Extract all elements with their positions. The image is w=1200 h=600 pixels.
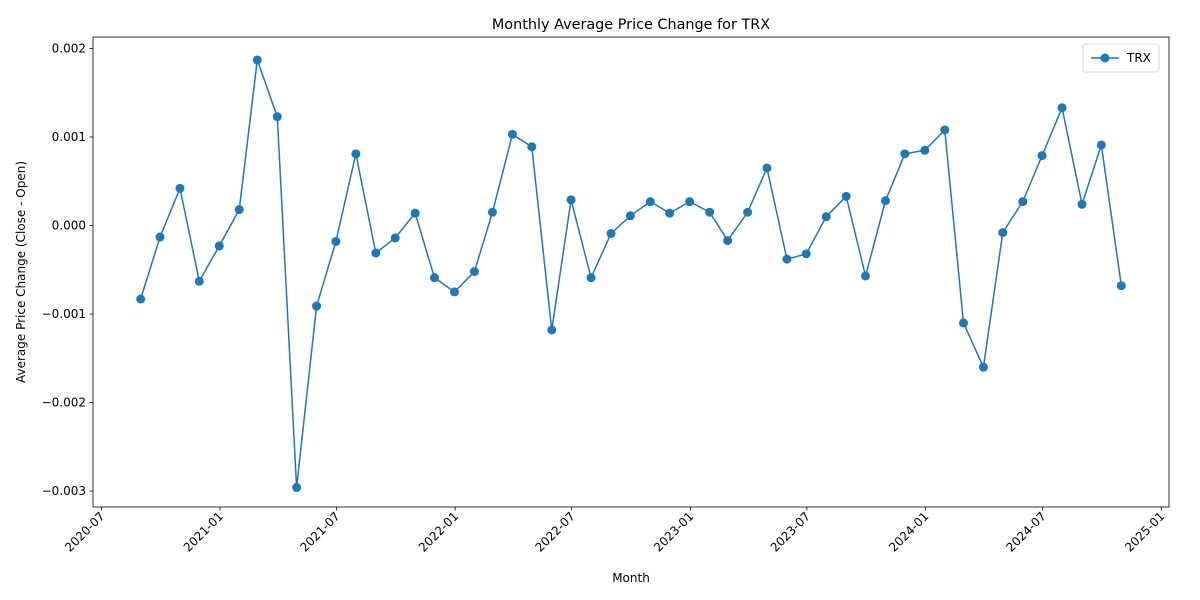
data-point: [861, 271, 871, 281]
data-point: [625, 211, 635, 221]
data-point: [487, 207, 497, 217]
data-point: [390, 233, 400, 243]
x-tick-label: 2020-07: [62, 509, 107, 554]
data-point: [645, 197, 655, 207]
x-tick-label: 2021-01: [181, 509, 226, 554]
data-point: [194, 276, 204, 286]
plot-frame: [92, 36, 1170, 508]
data-point: [940, 125, 950, 135]
data-point: [665, 208, 675, 218]
data-point: [685, 197, 695, 207]
data-point: [234, 205, 244, 215]
data-point: [449, 287, 459, 297]
data-point: [841, 191, 851, 201]
data-point: [252, 55, 262, 65]
data-point: [527, 142, 537, 152]
data-point: [351, 149, 361, 159]
data-point: [410, 208, 420, 218]
x-tick-label: 2025-01: [1122, 509, 1167, 554]
data-point: [272, 112, 282, 122]
legend-label: TRX: [1126, 51, 1151, 65]
data-point: [606, 228, 616, 238]
y-tick-label: 0.001: [52, 130, 86, 144]
data-point: [1057, 103, 1067, 113]
y-tick-label: 0.002: [52, 42, 86, 56]
data-point: [155, 232, 165, 242]
data-point: [743, 207, 753, 217]
legend: TRX: [1082, 43, 1160, 73]
y-axis: −0.003 −0.002 −0.001 0.000 0.001 0.002: [42, 42, 93, 498]
data-point: [1116, 281, 1126, 291]
chart-title: Monthly Average Price Change for TRX: [492, 17, 770, 33]
data-point: [292, 483, 302, 493]
data-point: [214, 241, 224, 251]
y-axis-title: Average Price Change (Close - Open): [14, 161, 28, 383]
data-point: [429, 273, 439, 283]
x-axis: 2020-07 2021-01 2021-07 2022-01 2022-07 2023-…: [62, 507, 1167, 555]
data-point: [371, 248, 381, 258]
x-tick-label: 2024-01: [886, 509, 931, 554]
data-point: [705, 207, 715, 217]
y-tick-label: −0.001: [42, 307, 86, 321]
data-point: [469, 267, 479, 277]
data-point: [1037, 151, 1047, 161]
x-tick-label: 2023-07: [768, 509, 813, 554]
data-point: [958, 318, 968, 328]
data-point: [1018, 197, 1028, 207]
x-tick-label: 2023-01: [651, 509, 696, 554]
data-point: [566, 195, 576, 205]
x-axis-title: Month: [612, 571, 650, 585]
data-point: [175, 183, 185, 193]
series-line-trx: [139, 59, 1123, 489]
data-point: [1096, 140, 1106, 150]
data-point: [801, 249, 811, 259]
legend-marker: [1100, 53, 1110, 63]
plot-area: [92, 36, 1170, 508]
legend-box: [1082, 43, 1160, 73]
data-point: [998, 228, 1008, 238]
data-point: [586, 273, 596, 283]
data-point: [331, 236, 341, 246]
data-point: [821, 212, 831, 222]
y-tick-label: −0.002: [42, 396, 86, 410]
data-point: [900, 149, 910, 159]
data-point: [723, 236, 733, 246]
data-point: [312, 301, 322, 311]
y-tick-label: 0.000: [52, 219, 86, 233]
data-point: [978, 362, 988, 372]
data-point: [1077, 199, 1087, 209]
x-tick-label: 2024-07: [1003, 509, 1048, 554]
data-point: [920, 145, 930, 155]
data-point: [136, 294, 146, 304]
x-tick-label: 2022-07: [532, 509, 577, 554]
x-tick-label: 2022-01: [416, 509, 461, 554]
data-point: [881, 196, 891, 206]
data-point: [547, 325, 557, 335]
data-point: [762, 163, 772, 173]
x-tick-label: 2021-07: [297, 509, 342, 554]
data-point: [507, 129, 517, 139]
data-point: [782, 254, 792, 264]
y-tick-label: −0.003: [42, 484, 86, 498]
